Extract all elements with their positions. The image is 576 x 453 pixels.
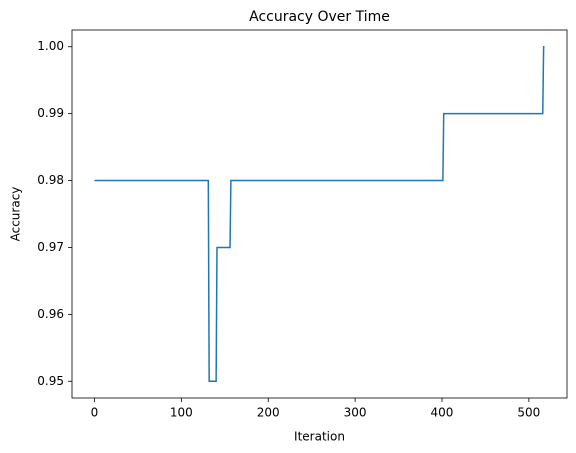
x-tick-label: 0	[91, 406, 99, 420]
chart-title: Accuracy Over Time	[249, 9, 390, 25]
y-tick-label: 0.95	[37, 374, 64, 388]
data-line	[94, 45, 545, 383]
x-tick-label: 400	[431, 406, 454, 420]
x-tick-label: 100	[170, 406, 193, 420]
x-tick-label: 500	[517, 406, 540, 420]
y-tick-label: 0.98	[37, 173, 64, 187]
x-tick-label: 300	[344, 406, 367, 420]
y-tick-label: 1.00	[37, 39, 64, 53]
y-axis-label: Accuracy	[9, 187, 23, 242]
y-tick-label: 0.99	[37, 106, 64, 120]
x-tick-label: 200	[257, 406, 280, 420]
plot-frame	[71, 29, 568, 399]
x-axis-label: Iteration	[294, 430, 345, 444]
y-tick-label: 0.96	[37, 307, 64, 321]
y-tick-label: 0.97	[37, 240, 64, 254]
